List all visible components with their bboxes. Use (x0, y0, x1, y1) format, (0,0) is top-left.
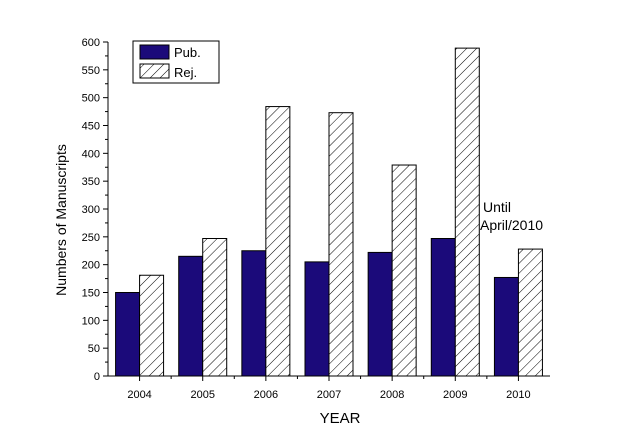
y-tick-label: 550 (82, 65, 100, 77)
bar-rej-2006 (265, 106, 291, 377)
y-tick-label: 450 (82, 121, 100, 133)
x-tick-label: 2007 (317, 389, 341, 401)
x-tick-labels: 2004 2005 2006 2007 2008 2009 2010 (127, 389, 530, 401)
bar-pub-2010 (493, 276, 519, 377)
legend-swatch-pub (139, 44, 170, 60)
legend-label-rej: Rej. (174, 65, 197, 80)
y-axis-label: Numbers of Manuscripts (53, 144, 69, 296)
legend: Pub. Rej. (132, 40, 220, 84)
y-tick-label: 150 (82, 288, 100, 300)
legend-swatch-rej (139, 63, 170, 79)
y-tick-label: 600 (82, 37, 100, 49)
bar-pub-2008 (367, 251, 393, 377)
x-tick-label: 2009 (443, 389, 467, 401)
x-tick-label: 2006 (254, 389, 278, 401)
bar-rej-2005 (202, 238, 228, 377)
y-tick-label: 250 (82, 232, 100, 244)
x-axis-label: YEAR (320, 410, 361, 427)
bar-rej-2004 (139, 274, 165, 377)
bar-pub-2009 (430, 238, 456, 377)
bar-rej-2009 (454, 47, 480, 377)
x-tick-label: 2004 (127, 389, 151, 401)
bar-pub-2005 (178, 255, 204, 377)
bar-rej-2008 (391, 164, 417, 377)
x-tick-label: 2008 (380, 389, 404, 401)
bar-rej-2007 (328, 112, 354, 377)
y-tick-label: 500 (82, 93, 100, 105)
bars (115, 47, 543, 377)
bar-rej-2010 (517, 248, 543, 377)
bar-pub-2004 (115, 292, 141, 377)
bar-pub-2007 (304, 261, 330, 377)
annotation-line-2: April/2010 (480, 217, 543, 233)
annotation-line-1: Until (483, 199, 511, 215)
y-tick-label: 100 (82, 315, 100, 327)
y-tick-label: 200 (82, 260, 100, 272)
bar-pub-2006 (241, 250, 267, 377)
y-tick-label: 400 (82, 148, 100, 160)
x-tick-label: 2005 (190, 389, 214, 401)
y-tick-label: 50 (88, 343, 100, 355)
y-tick-label: 300 (82, 204, 100, 216)
y-tick-label: 350 (82, 176, 100, 188)
x-tick-label: 2010 (506, 389, 530, 401)
y-tick-label: 0 (94, 371, 100, 383)
legend-label-pub: Pub. (174, 45, 201, 60)
y-tick-labels: 0 50 100 150 200 250 300 350 400 450 500 550 600 (82, 37, 100, 383)
